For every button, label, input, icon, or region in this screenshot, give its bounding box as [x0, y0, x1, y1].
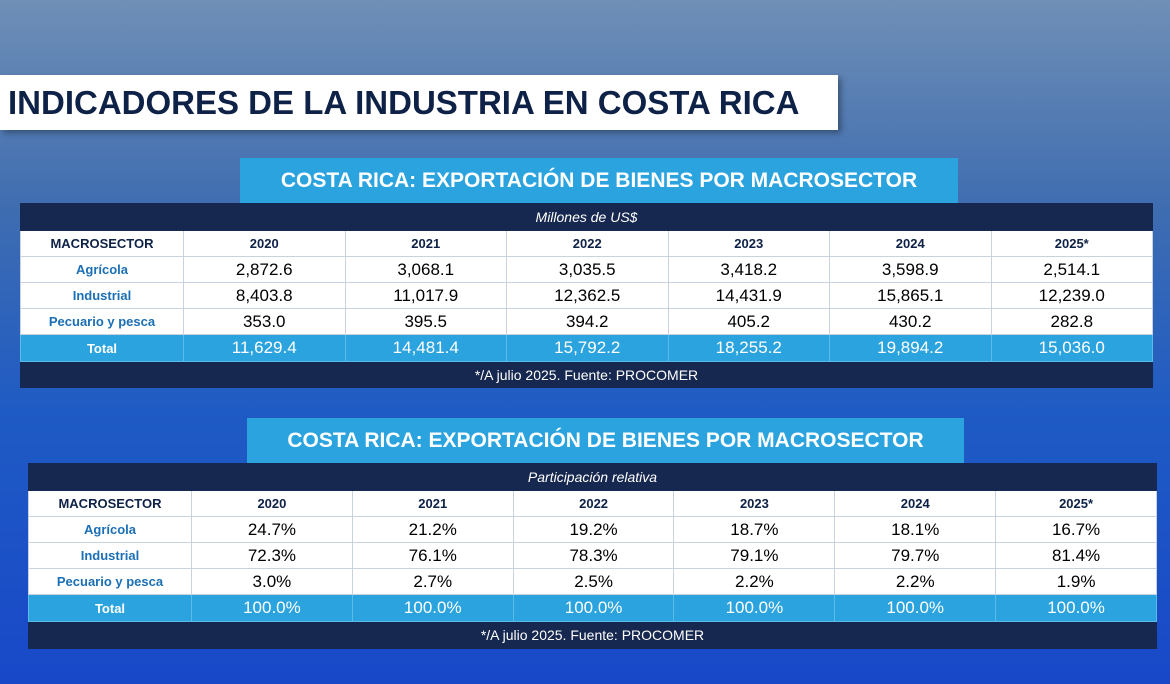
row-label: Agrícola: [28, 516, 192, 543]
table-subtitle: Millones de US$: [19, 203, 1154, 231]
footnote: */A julio 2025. Fuente: PROCOMER: [28, 621, 1157, 649]
data-table: Millones de US$ MACROSECTOR 2020 2021 2022 20…: [19, 203, 1154, 388]
cell: 430.2: [829, 308, 992, 335]
data-table: Participación relativa MACROSECTOR 2020 202…: [28, 463, 1157, 649]
total-cell: 19,894.2: [829, 334, 992, 362]
data-row: Agrícola 2,872.6 3,068.1 3,035.5 3,418.2 3,59…: [20, 256, 1154, 283]
cell: 19.2%: [512, 516, 675, 543]
cell: 78.3%: [512, 542, 675, 569]
cell: 3,068.1: [344, 256, 507, 283]
total-cell: 100.0%: [512, 594, 675, 622]
cell: 394.2: [506, 308, 669, 335]
column-header: 2021: [344, 230, 507, 257]
total-cell: 11,629.4: [183, 334, 346, 362]
table-title: COSTA RICA: EXPORTACIÓN DE BIENES POR MA…: [247, 418, 964, 463]
column-header: 2021: [351, 490, 514, 517]
cell: 12,362.5: [506, 282, 669, 309]
column-header: 2025*: [990, 230, 1154, 257]
cell: 72.3%: [191, 542, 353, 569]
row-label: Industrial: [28, 542, 192, 569]
total-cell: 100.0%: [995, 594, 1157, 622]
footnote-row: */A julio 2025. Fuente: PROCOMER: [19, 361, 1154, 388]
column-header: 2020: [183, 230, 346, 257]
column-header: 2022: [512, 490, 675, 517]
cell: 16.7%: [995, 516, 1157, 543]
total-cell: 100.0%: [834, 594, 997, 622]
footnote: */A julio 2025. Fuente: PROCOMER: [19, 361, 1154, 388]
cell: 282.8: [990, 308, 1154, 335]
cell: 15,865.1: [829, 282, 992, 309]
total-cell: 14,481.4: [344, 334, 507, 362]
column-header: MACROSECTOR: [20, 230, 184, 257]
column-header: 2024: [829, 230, 992, 257]
row-label: Agrícola: [20, 256, 184, 283]
cell: 3,035.5: [506, 256, 669, 283]
row-label: Industrial: [20, 282, 184, 309]
cell: 24.7%: [191, 516, 353, 543]
data-row: Industrial 72.3% 76.1% 78.3% 79.1% 79.7% 81.4%: [28, 542, 1157, 569]
total-cell: 18,255.2: [667, 334, 830, 362]
column-header: MACROSECTOR: [28, 490, 192, 517]
cell: 2.2%: [834, 568, 997, 595]
cell: 79.1%: [673, 542, 836, 569]
cell: 76.1%: [351, 542, 514, 569]
cell: 79.7%: [834, 542, 997, 569]
total-cell: 15,036.0: [990, 334, 1154, 362]
column-header: 2020: [191, 490, 353, 517]
total-cell: 100.0%: [191, 594, 353, 622]
total-cell: 15,792.2: [506, 334, 669, 362]
column-header: 2022: [506, 230, 669, 257]
table-title: COSTA RICA: EXPORTACIÓN DE BIENES POR MA…: [240, 158, 958, 203]
row-label: Total: [20, 334, 184, 362]
subtitle-row: Millones de US$: [19, 203, 1154, 231]
cell: 11,017.9: [344, 282, 507, 309]
total-row: Total 11,629.4 14,481.4 15,792.2 18,255.2 19,…: [20, 334, 1154, 362]
cell: 21.2%: [351, 516, 514, 543]
cell: 353.0: [183, 308, 346, 335]
cell: 2.5%: [512, 568, 675, 595]
cell: 12,239.0: [990, 282, 1154, 309]
footnote-row: */A julio 2025. Fuente: PROCOMER: [28, 621, 1157, 649]
cell: 14,431.9: [667, 282, 830, 309]
cell: 2,872.6: [183, 256, 346, 283]
column-header: 2024: [834, 490, 997, 517]
row-label: Total: [28, 594, 192, 622]
header-row: MACROSECTOR 2020 2021 2022 2023 2024 2025*: [28, 490, 1157, 517]
cell: 3.0%: [191, 568, 353, 595]
data-row: Agrícola 24.7% 21.2% 19.2% 18.7% 18.1% 16.7%: [28, 516, 1157, 543]
cell: 18.7%: [673, 516, 836, 543]
column-header: 2025*: [995, 490, 1157, 517]
total-row: Total 100.0% 100.0% 100.0% 100.0% 100.0% 100.0…: [28, 594, 1157, 622]
row-label: Pecuario y pesca: [20, 308, 184, 335]
data-row: Industrial 8,403.8 11,017.9 12,362.5 14,431.…: [20, 282, 1154, 309]
cell: 3,418.2: [667, 256, 830, 283]
header-row: MACROSECTOR 2020 2021 2022 2023 2024 2025*: [20, 230, 1154, 257]
column-header: 2023: [667, 230, 830, 257]
cell: 1.9%: [995, 568, 1157, 595]
cell: 2.2%: [673, 568, 836, 595]
total-cell: 100.0%: [351, 594, 514, 622]
subtitle-row: Participación relativa: [28, 463, 1157, 491]
cell: 2.7%: [351, 568, 514, 595]
cell: 2,514.1: [990, 256, 1154, 283]
cell: 8,403.8: [183, 282, 346, 309]
cell: 81.4%: [995, 542, 1157, 569]
row-label: Pecuario y pesca: [28, 568, 192, 595]
data-row: Pecuario y pesca 3.0% 2.7% 2.5% 2.2% 2.2% 1.9%: [28, 568, 1157, 595]
page-title: INDICADORES DE LA INDUSTRIA EN COSTA RIC…: [0, 75, 838, 130]
table-subtitle: Participación relativa: [28, 463, 1157, 491]
cell: 18.1%: [834, 516, 997, 543]
cell: 395.5: [344, 308, 507, 335]
cell: 3,598.9: [829, 256, 992, 283]
data-row: Pecuario y pesca 353.0 395.5 394.2 405.2 430.…: [20, 308, 1154, 335]
column-header: 2023: [673, 490, 836, 517]
cell: 405.2: [667, 308, 830, 335]
total-cell: 100.0%: [673, 594, 836, 622]
